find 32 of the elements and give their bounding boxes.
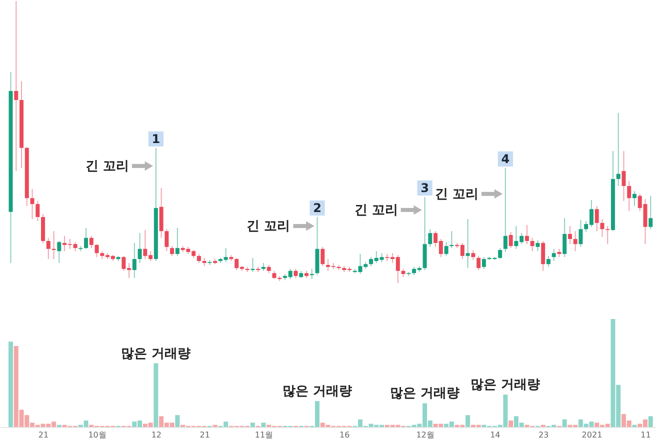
annotation: 4	[501, 152, 510, 166]
bar	[562, 419, 567, 427]
annotation: 긴 꼬리	[434, 186, 478, 202]
x-tick-label: 2021	[582, 430, 602, 440]
x-tick-label: 10월	[88, 430, 106, 440]
annotation: 많은 거래량	[121, 346, 191, 362]
bar	[154, 363, 158, 427]
bar	[8, 342, 14, 427]
bar	[261, 422, 266, 427]
bar	[648, 416, 653, 427]
annotation: 2	[313, 201, 322, 216]
x-tick-label: 14	[490, 430, 500, 440]
bar	[508, 420, 514, 427]
x-tick-label: 11	[640, 430, 651, 440]
annotation: 3	[420, 180, 429, 195]
x-tick-label: 16	[340, 430, 350, 440]
annotation: 긴 꼬리	[246, 219, 290, 234]
x-tick-label: 23	[538, 430, 549, 440]
annotation: 긴 꼬리	[85, 158, 129, 174]
x-tick-label: 11월	[254, 430, 274, 440]
bar	[175, 415, 180, 427]
annotation: 많은 거래량	[470, 378, 540, 393]
x-tick-label: 12월	[416, 430, 434, 440]
x-tick-label: 21	[200, 430, 210, 440]
annotation: 많은 거래량	[282, 384, 352, 400]
x-tick-label: 12	[151, 430, 162, 440]
annotation: 많은 거래량	[390, 386, 460, 402]
bar	[466, 415, 470, 427]
x-tick-label: 21	[38, 430, 49, 440]
bar	[250, 422, 255, 427]
annotation: 긴 꼬리	[354, 202, 398, 218]
annotation: 1	[152, 132, 160, 146]
